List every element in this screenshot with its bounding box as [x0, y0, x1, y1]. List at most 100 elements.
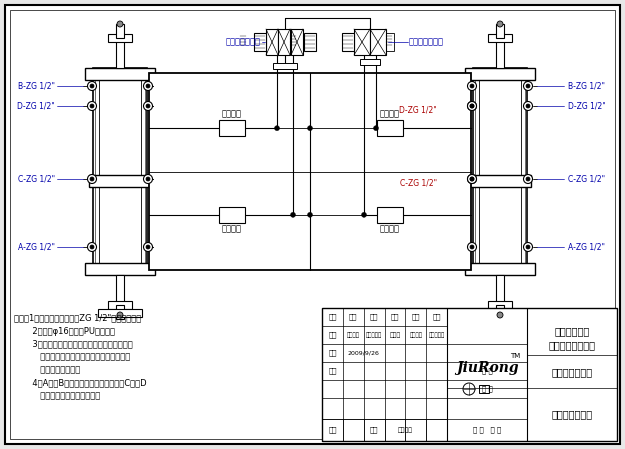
Text: D-ZG 1/2": D-ZG 1/2" [399, 106, 437, 114]
Text: 规格: 规格 [349, 314, 358, 320]
Circle shape [526, 245, 530, 249]
Circle shape [524, 175, 532, 184]
Text: A-ZG 1/2": A-ZG 1/2" [18, 242, 55, 251]
Bar [98, 309, 142, 317]
Bar [465, 263, 535, 275]
Bar [304, 33, 316, 51]
Bar [149, 73, 471, 270]
Text: 共 张   第 张: 共 张 第 张 [473, 427, 501, 433]
Circle shape [291, 212, 296, 217]
Circle shape [146, 84, 150, 88]
Circle shape [468, 101, 476, 110]
Circle shape [526, 84, 530, 88]
Text: 台湾玖容实业: 台湾玖容实业 [554, 326, 589, 336]
Bar [266, 29, 278, 55]
Bar [278, 29, 290, 55]
Bar [85, 263, 155, 275]
Text: 排气可调: 排气可调 [380, 110, 400, 119]
Text: 备注: 备注 [370, 314, 378, 320]
Bar [93, 68, 147, 275]
Text: 口为增压缸增压行程接口．: 口为增压缸增压行程接口． [14, 392, 100, 401]
Bar [479, 68, 521, 275]
Circle shape [470, 245, 474, 249]
Text: 2009/9/26: 2009/9/26 [348, 351, 379, 356]
Circle shape [468, 101, 476, 110]
Bar [496, 275, 504, 303]
Text: （年月日）: （年月日） [429, 332, 445, 338]
Circle shape [470, 84, 474, 88]
Circle shape [144, 101, 152, 110]
Circle shape [470, 177, 474, 181]
Circle shape [146, 104, 150, 108]
Circle shape [308, 126, 312, 131]
Text: 排气可调: 排气可调 [222, 110, 242, 119]
Text: 数 量: 数 量 [482, 368, 492, 374]
Bar [386, 33, 394, 51]
Circle shape [117, 21, 123, 27]
Bar [108, 34, 132, 42]
Text: 3、两只缸采用同一电磁阀串联工作．（电磁: 3、两只缸采用同一电磁阀串联工作．（电磁 [14, 339, 132, 348]
Bar [273, 63, 297, 69]
Circle shape [88, 82, 96, 91]
Text: 名称: 名称 [328, 314, 337, 320]
Circle shape [90, 104, 94, 108]
Circle shape [144, 242, 152, 251]
Text: 阀选用三位五通控制预压行程，二位五通: 阀选用三位五通控制预压行程，二位五通 [14, 352, 130, 361]
Circle shape [526, 104, 530, 108]
Bar [478, 309, 522, 317]
Circle shape [526, 177, 530, 181]
Text: （签名）: （签名） [347, 332, 360, 338]
Circle shape [468, 175, 476, 184]
Text: 备注: 备注 [432, 314, 441, 320]
Text: A-ZG 1/2": A-ZG 1/2" [568, 242, 605, 251]
Text: B-ZG 1/2": B-ZG 1/2" [18, 82, 55, 91]
Text: 版本: 版本 [370, 427, 378, 433]
Text: D-ZG 1/2": D-ZG 1/2" [18, 101, 55, 110]
Circle shape [468, 175, 476, 184]
Text: 审核: 审核 [328, 368, 337, 374]
Circle shape [524, 242, 532, 251]
Bar [370, 29, 386, 55]
Circle shape [144, 82, 152, 91]
Text: 备注：1、气管连接接头选用ZG 1/2"可调排气阀．: 备注：1、气管连接接头选用ZG 1/2"可调排气阀． [14, 313, 141, 322]
Text: 排气可调: 排气可调 [222, 224, 242, 233]
Bar [99, 68, 141, 275]
Bar [488, 34, 512, 42]
Bar [377, 120, 403, 136]
Bar [469, 175, 531, 187]
Circle shape [468, 242, 476, 251]
Circle shape [117, 312, 123, 318]
Bar [89, 175, 151, 187]
Bar [219, 207, 245, 223]
Bar [473, 68, 527, 275]
Circle shape [497, 312, 503, 318]
Bar [354, 29, 370, 55]
Text: 设计: 设计 [328, 332, 337, 338]
Text: 2、使用φ16内径的PU气源管．: 2、使用φ16内径的PU气源管． [14, 326, 115, 335]
Bar [116, 275, 124, 303]
Text: C-ZG 1/2": C-ZG 1/2" [18, 175, 55, 184]
Text: （年月日）: （年月日） [366, 332, 382, 338]
Text: 规格: 规格 [411, 314, 420, 320]
Bar [360, 59, 380, 65]
Text: D-ZG 1/2": D-ZG 1/2" [568, 101, 606, 110]
Circle shape [524, 82, 532, 91]
Text: 三位五通电磁阀: 三位五通电磁阀 [226, 38, 261, 47]
Circle shape [308, 212, 312, 217]
Text: 名称: 名称 [391, 314, 399, 320]
Text: 增压缸同步可调: 增压缸同步可调 [551, 367, 592, 377]
Bar [342, 33, 354, 51]
Circle shape [88, 175, 96, 184]
Text: C-ZG 1/2": C-ZG 1/2" [400, 179, 437, 188]
Text: （东莞）有限公司: （东莞）有限公司 [549, 340, 596, 350]
Bar [116, 24, 124, 38]
Text: 图号: 图号 [328, 427, 337, 433]
Text: B-ZG 1/2": B-ZG 1/2" [568, 82, 605, 91]
Text: 使用: 使用 [328, 350, 337, 357]
Bar [496, 40, 504, 68]
Text: TM: TM [510, 353, 520, 359]
Bar [479, 385, 489, 393]
Text: 视 角: 视 角 [482, 386, 492, 392]
Bar [465, 68, 535, 80]
Text: （签名）: （签名） [409, 332, 422, 338]
